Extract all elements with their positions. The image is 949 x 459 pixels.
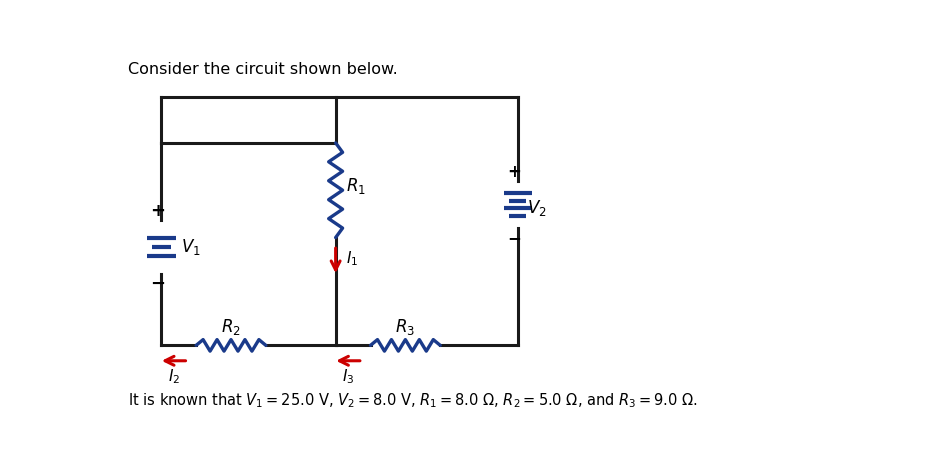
Text: $I_1$: $I_1$ bbox=[345, 250, 358, 269]
Text: $R_3$: $R_3$ bbox=[396, 317, 416, 337]
Text: Consider the circuit shown below.: Consider the circuit shown below. bbox=[128, 62, 398, 77]
Text: +: + bbox=[507, 163, 521, 181]
Text: It is known that $V_1 = 25.0$ V, $V_2 = 8.0$ V, $R_1 = 8.0$ Ω, $R_2 = 5.0$ Ω, an: It is known that $V_1 = 25.0$ V, $V_2 = … bbox=[128, 392, 698, 410]
Text: $R_1$: $R_1$ bbox=[345, 176, 365, 196]
Text: −: − bbox=[507, 229, 521, 247]
Text: $I_2$: $I_2$ bbox=[168, 368, 179, 386]
Text: $R_2$: $R_2$ bbox=[221, 317, 241, 337]
Text: $V_1$: $V_1$ bbox=[180, 237, 200, 257]
Text: +: + bbox=[150, 202, 165, 220]
Text: $V_2$: $V_2$ bbox=[527, 198, 547, 218]
Text: −: − bbox=[150, 275, 165, 293]
Text: $I_3$: $I_3$ bbox=[342, 368, 354, 386]
